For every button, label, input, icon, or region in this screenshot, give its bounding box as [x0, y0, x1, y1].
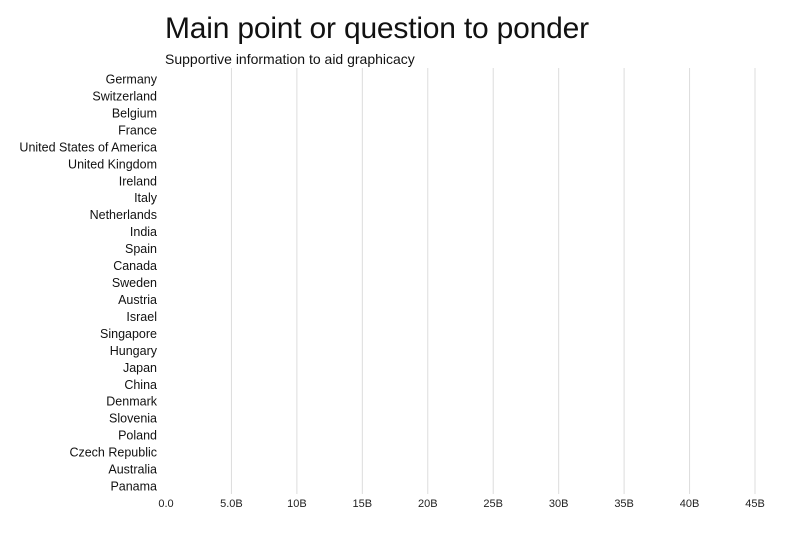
chart-title: Main point or question to ponder	[165, 12, 589, 45]
category-label: Netherlands	[90, 208, 157, 222]
x-tick-label: 40B	[680, 498, 700, 510]
chart-subtitle: Supportive information to aid graphicacy	[165, 51, 415, 67]
category-label: Denmark	[106, 395, 157, 409]
category-label: Australia	[108, 463, 157, 477]
category-label: Israel	[126, 310, 157, 324]
category-label: Czech Republic	[69, 446, 157, 460]
category-label: Hungary	[110, 344, 158, 358]
category-label: France	[118, 123, 157, 137]
x-tick-label: 25B	[483, 498, 503, 510]
category-label: Austria	[118, 293, 157, 307]
category-label: Switzerland	[92, 89, 157, 103]
x-tick-label: 0.0	[158, 498, 173, 510]
category-label: United Kingdom	[68, 157, 157, 171]
category-label: United States of America	[19, 140, 157, 154]
x-tick-label: 30B	[549, 498, 569, 510]
category-label: Slovenia	[109, 412, 157, 426]
x-tick-label: 15B	[353, 498, 373, 510]
category-label: Singapore	[100, 327, 157, 341]
x-tick-label: 20B	[418, 498, 438, 510]
category-label: Belgium	[112, 106, 157, 120]
category-label: India	[130, 225, 157, 239]
category-label: Germany	[106, 73, 158, 87]
category-label: China	[124, 378, 157, 392]
category-label: Spain	[125, 242, 157, 256]
x-tick-label: 5.0B	[220, 498, 243, 510]
category-label: Ireland	[119, 174, 157, 188]
category-label: Canada	[113, 259, 157, 273]
category-label: Poland	[118, 429, 157, 443]
category-label: Panama	[110, 480, 157, 494]
category-label: Italy	[134, 191, 158, 205]
category-label: Sweden	[112, 276, 157, 290]
category-label: Japan	[123, 361, 157, 375]
x-tick-label: 45B	[745, 498, 765, 510]
x-tick-label: 35B	[614, 498, 634, 510]
x-tick-label: 10B	[287, 498, 307, 510]
